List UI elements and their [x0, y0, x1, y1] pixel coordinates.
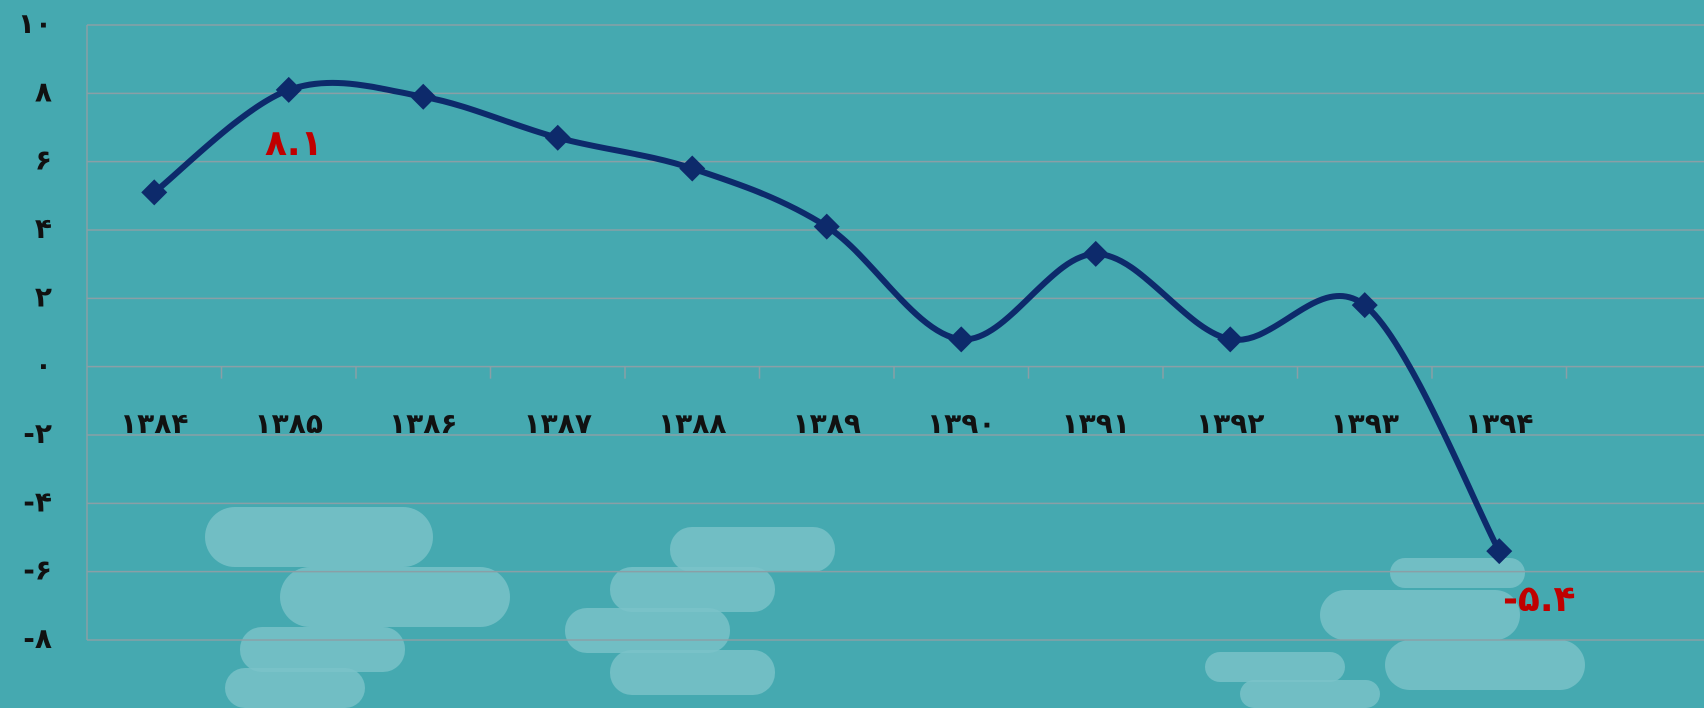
line — [152, 79, 1502, 553]
decoration — [205, 507, 1585, 708]
y-tick-label: -۸ — [23, 622, 52, 655]
marker — [1217, 326, 1244, 353]
x-tick-label: ۱۳۸۸ — [658, 407, 726, 440]
marker — [1082, 240, 1109, 267]
x-tick-label: ۱۳۹۱ — [1062, 407, 1130, 440]
data-label: ۸.۱ — [265, 123, 323, 164]
y-tick-label: ۶ — [35, 144, 52, 177]
y-tick-label: -۲ — [23, 417, 52, 450]
marker — [813, 213, 840, 240]
y-tick-label: -۴ — [23, 485, 52, 518]
x-tick-label: ۱۳۹۰ — [927, 407, 995, 440]
y-tick-label: ۱۰ — [18, 7, 52, 40]
x-tick-label: ۱۳۸۷ — [524, 407, 592, 440]
y-tick-label: -۶ — [23, 554, 52, 587]
marker — [141, 179, 168, 206]
marker — [948, 326, 975, 353]
x-tick-label: ۱۳۹۳ — [1331, 407, 1399, 440]
x-tick-label: ۱۳۹۲ — [1196, 407, 1264, 440]
marker — [410, 83, 437, 110]
y-tick-label: ۲ — [35, 280, 52, 313]
x-tick-label: ۱۳۸۹ — [793, 407, 861, 440]
marker — [679, 155, 706, 182]
y-tick-label: ۴ — [35, 212, 52, 245]
marker — [1486, 538, 1513, 565]
y-tick-label: ۸ — [35, 75, 52, 108]
x-tick-label: ۱۳۸۴ — [120, 407, 188, 440]
x-tick-label: ۱۳۹۴ — [1465, 407, 1533, 440]
marker — [544, 124, 571, 151]
marker — [275, 76, 302, 103]
y-tick-label: ۰ — [35, 349, 52, 382]
marker — [1351, 292, 1378, 319]
x-tick-label: ۱۳۸۵ — [255, 407, 323, 440]
x-tick-label: ۱۳۸۶ — [389, 407, 457, 440]
data-label: -۵.۴ — [1503, 579, 1576, 620]
